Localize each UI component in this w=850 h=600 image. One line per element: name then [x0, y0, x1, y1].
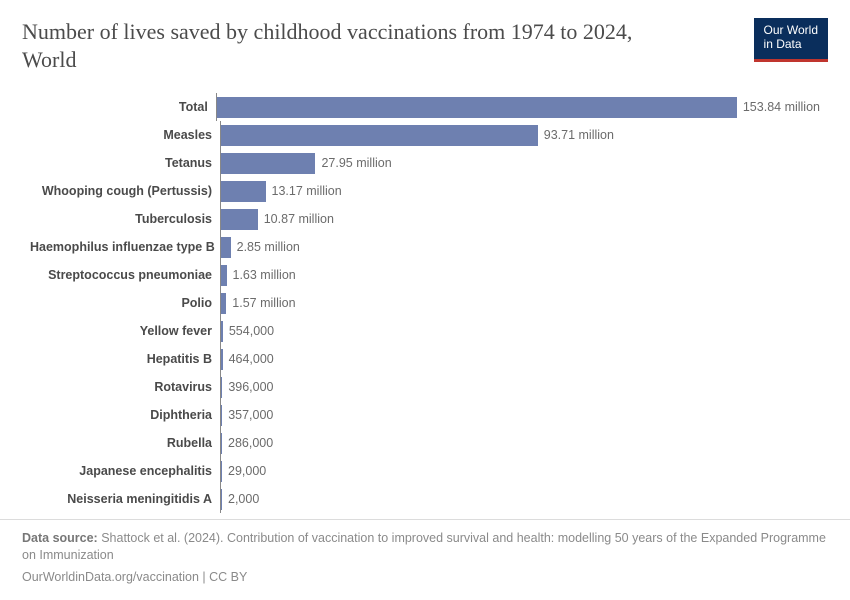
source-label: Data source:: [22, 531, 98, 545]
chart-row: Tetanus 27.95 million: [30, 149, 820, 177]
bar: [221, 181, 266, 202]
bar-area: 29,000: [220, 457, 820, 485]
bar-area: 286,000: [220, 429, 820, 457]
owid-logo: Our World in Data: [754, 18, 828, 62]
chart-row: Diphtheria357,000: [30, 401, 820, 429]
data-source: Data source: Shattock et al. (2024). Con…: [22, 530, 828, 565]
chart-row: Measles 93.71 million: [30, 121, 820, 149]
chart-row: Rubella286,000: [30, 429, 820, 457]
bar-area: 396,000: [220, 373, 820, 401]
chart-row: Total 153.84 million: [30, 93, 820, 121]
chart-row: Rotavirus396,000: [30, 373, 820, 401]
bar-label: Tuberculosis: [30, 212, 220, 226]
bar-area: 464,000: [220, 345, 820, 373]
chart-row: Yellow fever554,000: [30, 317, 820, 345]
page-title: Number of lives saved by childhood vacci…: [22, 18, 662, 73]
bar-label: Measles: [30, 128, 220, 142]
bar-area: 554,000: [220, 317, 820, 345]
header: Number of lives saved by childhood vacci…: [0, 0, 850, 73]
bar-label: Whooping cough (Pertussis): [30, 184, 220, 198]
attribution: OurWorldinData.org/vaccination | CC BY: [22, 569, 828, 587]
bar-label: Rotavirus: [30, 380, 220, 394]
bar-label: Rubella: [30, 436, 220, 450]
bar-area: 2.85 million: [220, 233, 820, 261]
bar-area: 1.63 million: [220, 261, 820, 289]
footer: Data source: Shattock et al. (2024). Con…: [0, 519, 850, 600]
bar-label: Tetanus: [30, 156, 220, 170]
chart-row: Streptococcus pneumoniae 1.63 million: [30, 261, 820, 289]
bar-value: 1.63 million: [227, 268, 296, 282]
bar-value: 13.17 million: [266, 184, 342, 198]
chart-row: Haemophilus influenzae type B 2.85 millio…: [30, 233, 820, 261]
bar-value: 27.95 million: [315, 156, 391, 170]
bar: [217, 97, 737, 118]
bar-value: 2.85 million: [231, 240, 300, 254]
bar-value: 464,000: [223, 352, 274, 366]
logo-line1: Our World: [764, 24, 818, 38]
bar-label: Haemophilus influenzae type B: [30, 240, 220, 254]
bar-chart: Total 153.84 million Measles 93.71 million T…: [0, 73, 850, 513]
chart-row: Hepatitis B464,000: [30, 345, 820, 373]
chart-row: Tuberculosis 10.87 million: [30, 205, 820, 233]
chart-row: Whooping cough (Pertussis) 13.17 million: [30, 177, 820, 205]
bar-label: Neisseria meningitidis A: [30, 492, 220, 506]
bar-label: Diphtheria: [30, 408, 220, 422]
bar-area: 153.84 million: [216, 93, 820, 121]
bar-area: 2,000: [220, 485, 820, 513]
bar-value: 286,000: [222, 436, 273, 450]
bar-value: 554,000: [223, 324, 274, 338]
bar-value: 396,000: [222, 380, 273, 394]
bar-area: 93.71 million: [220, 121, 820, 149]
bar: [221, 125, 538, 146]
bar-area: 357,000: [220, 401, 820, 429]
bar-area: 13.17 million: [220, 177, 820, 205]
bar-area: 1.57 million: [220, 289, 820, 317]
bar-label: Polio: [30, 296, 220, 310]
bar-label: Yellow fever: [30, 324, 220, 338]
bar-value: 93.71 million: [538, 128, 614, 142]
bar-value: 10.87 million: [258, 212, 334, 226]
bar-value: 2,000: [222, 492, 259, 506]
bar-value: 1.57 million: [226, 296, 295, 310]
source-text: Shattock et al. (2024). Contribution of …: [22, 531, 826, 563]
bar: [221, 209, 258, 230]
bar-value: 29,000: [222, 464, 266, 478]
logo-line2: in Data: [764, 38, 818, 52]
bar-area: 10.87 million: [220, 205, 820, 233]
bar: [221, 237, 231, 258]
chart-row: Japanese encephalitis29,000: [30, 457, 820, 485]
bar-label: Hepatitis B: [30, 352, 220, 366]
bar-area: 27.95 million: [220, 149, 820, 177]
bar-value: 153.84 million: [737, 100, 820, 114]
chart-row: Polio 1.57 million: [30, 289, 820, 317]
bar: [221, 153, 315, 174]
bar-label: Streptococcus pneumoniae: [30, 268, 220, 282]
chart-row: Neisseria meningitidis A2,000: [30, 485, 820, 513]
bar-label: Total: [30, 100, 216, 114]
bar-label: Japanese encephalitis: [30, 464, 220, 478]
bar-value: 357,000: [222, 408, 273, 422]
